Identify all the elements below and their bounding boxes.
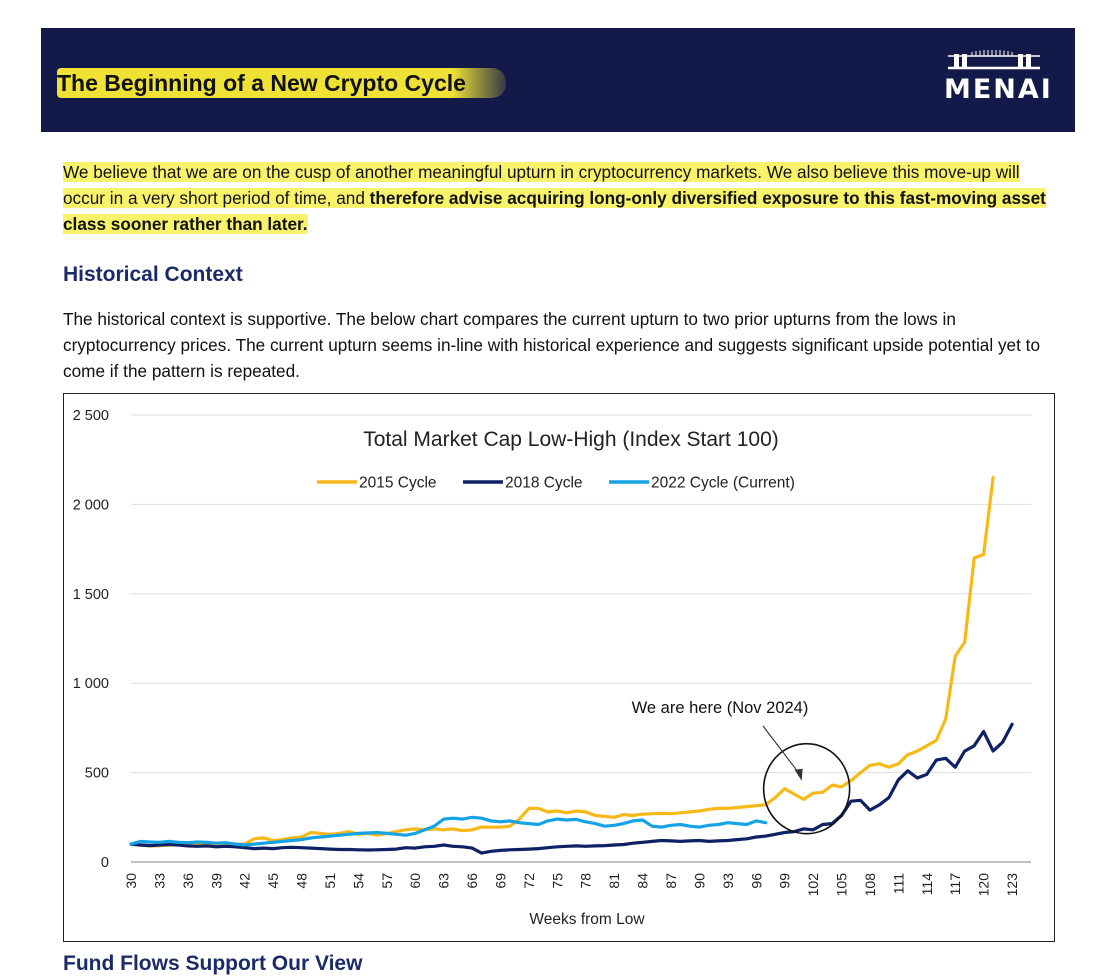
x-tick-label: 60 — [407, 873, 423, 889]
x-tick-label: 36 — [180, 873, 196, 889]
logo-text: MENAI — [944, 74, 1053, 105]
x-tick-label: 108 — [862, 873, 878, 897]
historical-context-heading: Historical Context — [63, 263, 243, 286]
gridlines — [131, 414, 1031, 863]
y-axis-ticks: 0 500 1 000 1 500 2 000 2 500 — [73, 408, 109, 871]
x-tick-label: 57 — [379, 873, 395, 889]
series-line-2018-cycle — [129, 722, 1014, 855]
y-tick-label: 0 — [101, 855, 109, 871]
x-axis-ticks: 30 33 36 39 42 45 48 51 54 57 60 63 66 69 72 75 78 81 84 87… — [123, 873, 1020, 897]
x-tick-label: 69 — [492, 873, 508, 889]
annotation: We are here (Nov 2024) — [632, 699, 851, 835]
x-tick-label: 114 — [919, 873, 935, 896]
x-tick-label: 117 — [947, 873, 963, 896]
x-tick-label: 96 — [748, 873, 764, 889]
chart-title: Total Market Cap Low-High (Index Start 1… — [363, 428, 779, 451]
x-tick-label: 48 — [294, 873, 310, 889]
x-tick-label: 72 — [521, 873, 537, 889]
legend-label: 2022 Cycle (Current) — [651, 475, 795, 492]
x-tick-label: 93 — [720, 873, 736, 889]
x-tick-label: 63 — [436, 873, 452, 889]
x-tick-label: 78 — [578, 873, 594, 889]
bridge-logo-icon — [948, 50, 1040, 70]
menai-logo: MENAI — [944, 48, 1053, 112]
y-tick-label: 500 — [85, 766, 109, 782]
historical-context-text: The historical context is supportive. Th… — [63, 309, 1041, 381]
x-tick-label: 102 — [805, 873, 821, 897]
y-tick-label: 2 000 — [73, 497, 109, 513]
x-tick-label: 30 — [123, 873, 139, 889]
x-tick-label: 81 — [606, 873, 622, 889]
x-tick-label: 66 — [464, 873, 480, 889]
x-tick-label: 45 — [265, 873, 281, 889]
x-tick-label: 99 — [777, 873, 793, 889]
x-tick-label: 120 — [976, 873, 992, 897]
x-tick-label: 105 — [834, 873, 850, 897]
x-tick-label: 123 — [1004, 873, 1020, 897]
x-tick-label: 75 — [549, 873, 565, 889]
annotation-arrowhead — [794, 768, 803, 781]
series-line-2022-cycle-current — [129, 815, 768, 847]
series-line-2015-cycle — [129, 475, 995, 848]
x-tick-label: 90 — [691, 873, 707, 889]
legend-label: 2018 Cycle — [505, 475, 583, 492]
x-axis-label: Weeks from Low — [529, 911, 645, 928]
x-tick-label: 33 — [151, 873, 167, 889]
intro-paragraph: We believe that we are on the cusp of an… — [63, 159, 1058, 237]
market-cap-chart: 0 500 1 000 1 500 2 000 2 500 30 33 36 39 42 45 48 5… — [73, 408, 1031, 928]
y-tick-label: 1 000 — [73, 676, 109, 692]
legend-label: 2015 Cycle — [359, 475, 437, 492]
annotation-circle — [762, 742, 851, 835]
annotation-arrow — [762, 725, 803, 778]
annotation-text: We are here (Nov 2024) — [632, 699, 809, 717]
x-tick-label: 54 — [350, 873, 366, 889]
series-lines — [129, 475, 1014, 855]
chart-legend: 2015 Cycle 2018 Cycle 2022 Cycle (Current) — [317, 475, 795, 492]
page-title: The Beginning of a New Crypto Cycle — [57, 68, 506, 98]
x-tick-label: 87 — [663, 873, 679, 889]
x-tick-label: 51 — [322, 873, 338, 889]
x-tick-label: 84 — [635, 873, 651, 889]
y-tick-label: 1 500 — [73, 587, 109, 603]
x-tick-label: 111 — [890, 873, 906, 894]
x-tick-label: 42 — [237, 873, 253, 889]
fund-flows-heading: Fund Flows Support Our View — [63, 952, 363, 975]
chart-frame — [63, 393, 1055, 942]
x-tick-label: 39 — [208, 873, 224, 889]
y-tick-label: 2 500 — [73, 408, 109, 424]
